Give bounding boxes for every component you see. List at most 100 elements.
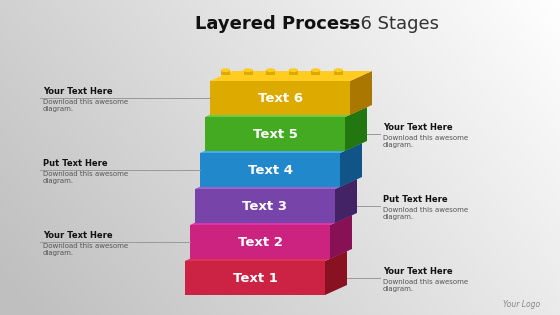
Ellipse shape (301, 140, 311, 144)
Text: Text 4: Text 4 (248, 163, 292, 176)
Text: Your Text Here: Your Text Here (43, 231, 113, 240)
Polygon shape (345, 107, 367, 151)
Polygon shape (205, 107, 367, 117)
Polygon shape (329, 106, 338, 111)
Ellipse shape (228, 176, 238, 180)
Polygon shape (296, 178, 305, 183)
Polygon shape (256, 142, 265, 147)
Polygon shape (244, 70, 253, 75)
Ellipse shape (251, 176, 260, 180)
Polygon shape (190, 215, 352, 225)
Polygon shape (325, 251, 347, 295)
Polygon shape (334, 70, 343, 75)
Ellipse shape (256, 140, 265, 144)
Ellipse shape (206, 176, 215, 180)
Text: Text 2: Text 2 (237, 236, 282, 249)
Polygon shape (291, 214, 300, 219)
Ellipse shape (319, 176, 328, 180)
Polygon shape (195, 179, 357, 189)
Ellipse shape (291, 212, 301, 216)
Polygon shape (246, 214, 255, 219)
Text: Put Text Here: Put Text Here (383, 195, 447, 204)
Ellipse shape (266, 68, 276, 72)
Text: Download this awesome
diagram.: Download this awesome diagram. (383, 207, 468, 220)
Polygon shape (221, 70, 230, 75)
Text: Text 6: Text 6 (258, 91, 302, 105)
Ellipse shape (329, 104, 338, 108)
Ellipse shape (246, 212, 255, 216)
Polygon shape (195, 189, 335, 223)
Ellipse shape (264, 248, 273, 252)
Text: Put Text Here: Put Text Here (43, 159, 108, 168)
Ellipse shape (216, 104, 225, 108)
Text: Your Text Here: Your Text Here (383, 123, 452, 132)
Ellipse shape (269, 212, 278, 216)
Polygon shape (196, 250, 205, 255)
Ellipse shape (273, 176, 283, 180)
Polygon shape (274, 178, 283, 183)
Text: Download this awesome
diagram.: Download this awesome diagram. (43, 171, 128, 185)
Text: Your Text Here: Your Text Here (383, 267, 452, 276)
Ellipse shape (234, 140, 243, 144)
Polygon shape (330, 215, 352, 259)
Polygon shape (241, 250, 250, 255)
Polygon shape (228, 178, 237, 183)
Polygon shape (206, 178, 215, 183)
Polygon shape (261, 106, 270, 111)
Ellipse shape (201, 212, 210, 216)
Polygon shape (269, 214, 278, 219)
Ellipse shape (324, 140, 333, 144)
Ellipse shape (261, 104, 270, 108)
Text: Download this awesome
diagram.: Download this awesome diagram. (383, 135, 468, 148)
Ellipse shape (218, 248, 228, 252)
Polygon shape (251, 178, 260, 183)
Text: Text 3: Text 3 (242, 199, 287, 213)
Polygon shape (200, 153, 340, 187)
Text: Layered Process: Layered Process (195, 15, 361, 33)
Ellipse shape (239, 104, 248, 108)
Ellipse shape (221, 68, 230, 72)
Polygon shape (266, 70, 275, 75)
Polygon shape (210, 81, 350, 115)
Text: Your Logo: Your Logo (503, 300, 540, 309)
Ellipse shape (244, 68, 253, 72)
Polygon shape (279, 142, 288, 147)
Polygon shape (190, 225, 330, 259)
Polygon shape (234, 142, 242, 147)
Ellipse shape (286, 248, 296, 252)
Polygon shape (314, 214, 323, 219)
Text: Your Text Here: Your Text Here (43, 87, 113, 96)
Polygon shape (185, 261, 325, 295)
Polygon shape (306, 106, 315, 111)
Polygon shape (309, 250, 318, 255)
Polygon shape (201, 214, 210, 219)
Ellipse shape (314, 212, 323, 216)
Polygon shape (284, 106, 293, 111)
Polygon shape (239, 106, 248, 111)
Ellipse shape (296, 176, 306, 180)
Ellipse shape (309, 248, 318, 252)
Polygon shape (301, 142, 310, 147)
Ellipse shape (278, 140, 288, 144)
Polygon shape (185, 251, 347, 261)
Polygon shape (218, 250, 227, 255)
Polygon shape (286, 250, 295, 255)
Ellipse shape (241, 248, 250, 252)
Polygon shape (350, 71, 372, 115)
Polygon shape (335, 179, 357, 223)
Text: – 6 Stages: – 6 Stages (340, 15, 439, 33)
Polygon shape (311, 70, 320, 75)
Ellipse shape (334, 68, 343, 72)
Ellipse shape (306, 104, 315, 108)
Polygon shape (289, 70, 298, 75)
Polygon shape (200, 143, 362, 153)
Polygon shape (264, 250, 273, 255)
Polygon shape (223, 214, 232, 219)
Polygon shape (340, 143, 362, 187)
Ellipse shape (196, 248, 205, 252)
Ellipse shape (211, 140, 220, 144)
Polygon shape (324, 142, 333, 147)
Polygon shape (319, 178, 328, 183)
Text: Download this awesome
diagram.: Download this awesome diagram. (383, 279, 468, 293)
Text: Text 1: Text 1 (232, 272, 277, 284)
